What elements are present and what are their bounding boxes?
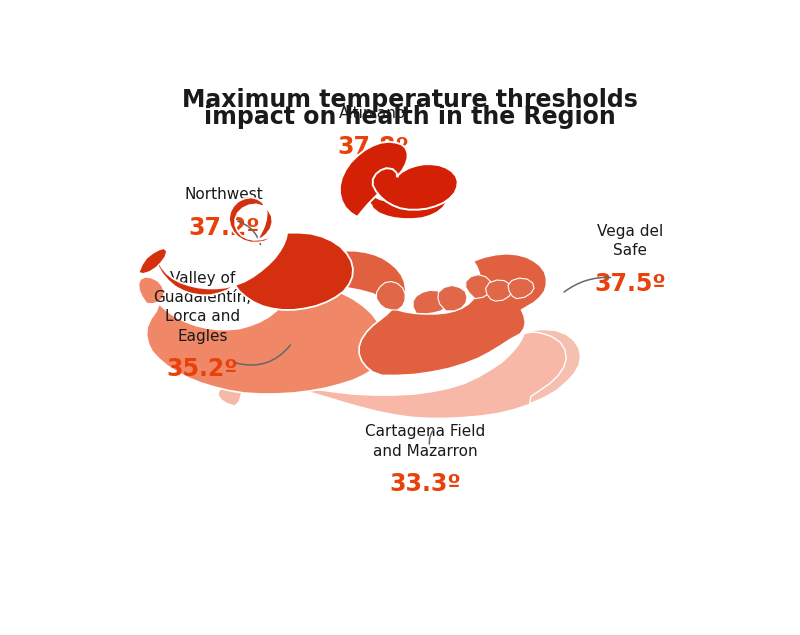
Polygon shape	[466, 275, 492, 298]
Polygon shape	[413, 290, 449, 314]
Text: 37.5º: 37.5º	[594, 272, 666, 296]
Polygon shape	[486, 280, 512, 301]
Text: Altiplano: Altiplano	[339, 106, 406, 121]
Polygon shape	[158, 232, 353, 310]
Polygon shape	[291, 251, 546, 375]
Polygon shape	[524, 330, 581, 404]
Polygon shape	[139, 248, 167, 274]
Text: 37.8º: 37.8º	[337, 135, 409, 159]
Text: Northwest: Northwest	[185, 187, 263, 202]
Text: Vega del
Safe: Vega del Safe	[597, 224, 663, 258]
Text: 35.2º: 35.2º	[166, 358, 238, 382]
Polygon shape	[146, 283, 386, 394]
Text: 37.2º: 37.2º	[188, 215, 260, 239]
Polygon shape	[377, 281, 405, 310]
Polygon shape	[438, 286, 467, 311]
Polygon shape	[229, 197, 275, 243]
Text: Cartagena Field
and Mazarron: Cartagena Field and Mazarron	[366, 424, 486, 458]
Polygon shape	[218, 330, 578, 418]
Text: impact on health in the Region: impact on health in the Region	[204, 105, 616, 128]
Polygon shape	[340, 142, 407, 217]
Polygon shape	[508, 278, 534, 298]
Text: 33.3º: 33.3º	[390, 472, 462, 496]
Polygon shape	[138, 277, 165, 304]
Text: Maximum temperature thresholds: Maximum temperature thresholds	[182, 88, 638, 112]
Polygon shape	[366, 179, 447, 219]
Polygon shape	[373, 164, 458, 210]
Text: Valley of
Guadalentín,
Lorca and
Eagles: Valley of Guadalentín, Lorca and Eagles	[154, 271, 251, 344]
